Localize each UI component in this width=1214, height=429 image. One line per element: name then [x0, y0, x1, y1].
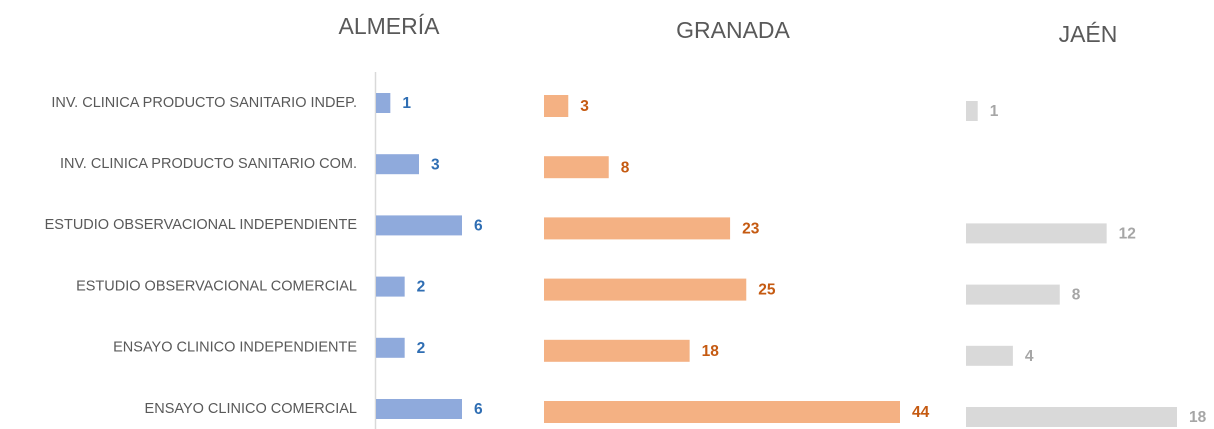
value-label: 18	[1189, 409, 1207, 426]
value-label: 23	[742, 220, 760, 237]
panel-title: GRANADA	[676, 17, 790, 43]
value-label: 2	[417, 279, 426, 296]
category-label: INV. CLINICA PRODUCTO SANITARIO INDEP.	[51, 95, 357, 111]
value-label: 25	[758, 282, 776, 299]
bar	[376, 215, 462, 236]
bar	[544, 278, 747, 301]
bar	[376, 93, 391, 113]
value-label: 6	[474, 217, 483, 234]
value-label: 1	[990, 103, 999, 120]
panel-title: ALMERÍA	[339, 13, 441, 39]
bar	[966, 407, 1177, 427]
category-label: INV. CLINICA PRODUCTO SANITARIO COM.	[60, 156, 357, 172]
category-label: ESTUDIO OBSERVACIONAL COMERCIAL	[76, 278, 357, 294]
bar	[544, 339, 690, 362]
bar	[966, 284, 1060, 305]
category-label: ENSAYO CLINICO COMERCIAL	[145, 401, 357, 417]
panel-title: JAÉN	[1059, 21, 1118, 47]
bar	[966, 345, 1013, 366]
value-label: 8	[1072, 287, 1081, 304]
value-label: 3	[580, 98, 589, 115]
bar	[544, 401, 900, 423]
bar	[376, 399, 462, 419]
value-label: 2	[417, 340, 426, 357]
value-label: 1	[402, 95, 411, 112]
bar	[544, 95, 569, 117]
bar	[966, 223, 1107, 244]
bar	[376, 154, 419, 175]
bar	[544, 217, 731, 240]
bar	[544, 156, 609, 179]
bar	[376, 276, 405, 297]
value-label: 3	[431, 156, 440, 173]
value-label: 18	[702, 343, 720, 360]
value-label: 44	[912, 404, 930, 421]
bar	[966, 101, 978, 121]
value-label: 12	[1119, 225, 1136, 242]
category-label: ENSAYO CLINICO INDEPENDIENTE	[113, 340, 357, 356]
category-label: ESTUDIO OBSERVACIONAL INDEPENDIENTE	[45, 217, 358, 233]
bar	[376, 337, 405, 358]
value-label: 8	[621, 159, 630, 176]
value-label: 6	[474, 401, 483, 418]
value-label: 4	[1025, 348, 1034, 365]
